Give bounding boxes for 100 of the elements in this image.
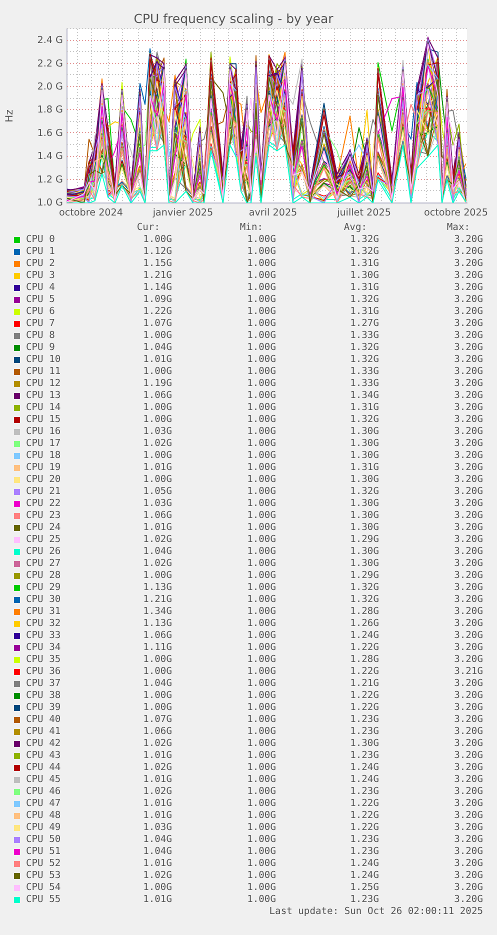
text: 1.00G [247,858,276,870]
text: 3.20G [454,606,483,618]
text: 3.20G [454,642,483,654]
text: 3.20G [454,522,483,534]
legend-label: CPU 45 [26,774,61,786]
text: 1.00G [143,570,172,582]
text: 1.21G [350,678,379,690]
text: 3.20G [454,846,483,858]
legend-label: CPU 25 [26,534,61,546]
text: 1.30G [350,738,379,750]
text: 3.20G [454,462,483,474]
text: 1.34G [350,390,379,402]
text: 1.00G [247,246,276,258]
text: 1.01G [143,810,172,822]
text: 1.31G [350,306,379,318]
text: 1.00G [143,690,172,702]
legend-label: CPU 46 [26,786,61,798]
text: 3.20G [454,798,483,810]
text: 3.20G [454,510,483,522]
legend-label: CPU 13 [26,390,61,402]
legend-label: CPU 40 [26,714,61,726]
text: 1.21G [143,594,172,606]
legend-label: CPU 16 [26,426,61,438]
text: 1.30G [350,474,379,486]
text: Cur: [136,222,160,234]
text: 3.20G [454,894,483,906]
text: 1.00G [247,750,276,762]
text: 1.31G [350,282,379,294]
text: 1.00G [247,402,276,414]
text: 1.14G [143,282,172,294]
legend-label: CPU 18 [26,450,61,462]
text: 1.00G [247,306,276,318]
text: 3.20G [454,366,483,378]
text: 1.32G [350,354,379,366]
text: 1.31G [350,462,379,474]
text: 1.30G [350,426,379,438]
text: 1.02G [143,738,172,750]
legend-label: CPU 35 [26,654,61,666]
legend-label: CPU 23 [26,510,61,522]
text: 3.20G [454,786,483,798]
text: 1.00G [247,618,276,630]
text: 1.21G [143,270,172,282]
text: 3.20G [454,774,483,786]
text: 1.00G [247,642,276,654]
text: 3.20G [454,390,483,402]
text: 3.20G [454,750,483,762]
text: 1.00G [247,234,276,246]
text: 1.00G [247,522,276,534]
legend-label: CPU 44 [26,762,61,774]
text: 1.00G [247,798,276,810]
text: 1.31G [350,258,379,270]
text: 1.00G [247,738,276,750]
text: Last update: Sun Oct 26 02:00:11 2025 [269,906,483,918]
text: 1.04G [143,846,172,858]
x-tick-label: juillet 2025 [336,207,391,218]
text: 1.30G [350,270,379,282]
text: 3.20G [454,594,483,606]
text: 1.00G [247,474,276,486]
text: 1.07G [143,714,172,726]
legend-label: CPU 19 [26,462,61,474]
text: 3.20G [454,426,483,438]
text: 3.20G [454,498,483,510]
text: 3.20G [454,486,483,498]
text: 1.28G [350,606,379,618]
legend-label: CPU 50 [26,834,61,846]
text: 1.15G [143,258,172,270]
legend-label: CPU 53 [26,870,61,882]
legend-label: CPU 9 [26,342,55,354]
text: 1.28G [350,654,379,666]
legend-label: CPU 31 [26,606,61,618]
text: 1.22G [350,642,379,654]
legend-label: CPU 41 [26,726,61,738]
text: 3.20G [454,834,483,846]
text: 1.11G [143,642,172,654]
text: 1.32G [350,414,379,426]
text: 1.22G [350,810,379,822]
text: 1.00G [247,294,276,306]
legend-label: CPU 30 [26,594,61,606]
legend-label: CPU 55 [26,894,61,906]
text: 1.04G [143,546,172,558]
text: 1.01G [143,354,172,366]
legend-label: CPU 10 [26,354,61,366]
text: 1.03G [143,426,172,438]
text: 1.00G [247,834,276,846]
legend-label: CPU 43 [26,750,61,762]
text: 1.22G [350,666,379,678]
text: 3.20G [454,690,483,702]
text: 1.00G [247,510,276,522]
text: 1.22G [350,702,379,714]
text: 1.01G [143,894,172,906]
text: 3.20G [454,234,483,246]
text: 3.20G [454,306,483,318]
text: 1.00G [247,378,276,390]
text: 1.00G [247,498,276,510]
text: 1.00G [247,726,276,738]
y-tick-label: 1.6 G [37,128,63,139]
legend-label: CPU 37 [26,678,61,690]
text: 1.00G [143,702,172,714]
text: 1.00G [247,318,276,330]
text: 1.32G [350,582,379,594]
